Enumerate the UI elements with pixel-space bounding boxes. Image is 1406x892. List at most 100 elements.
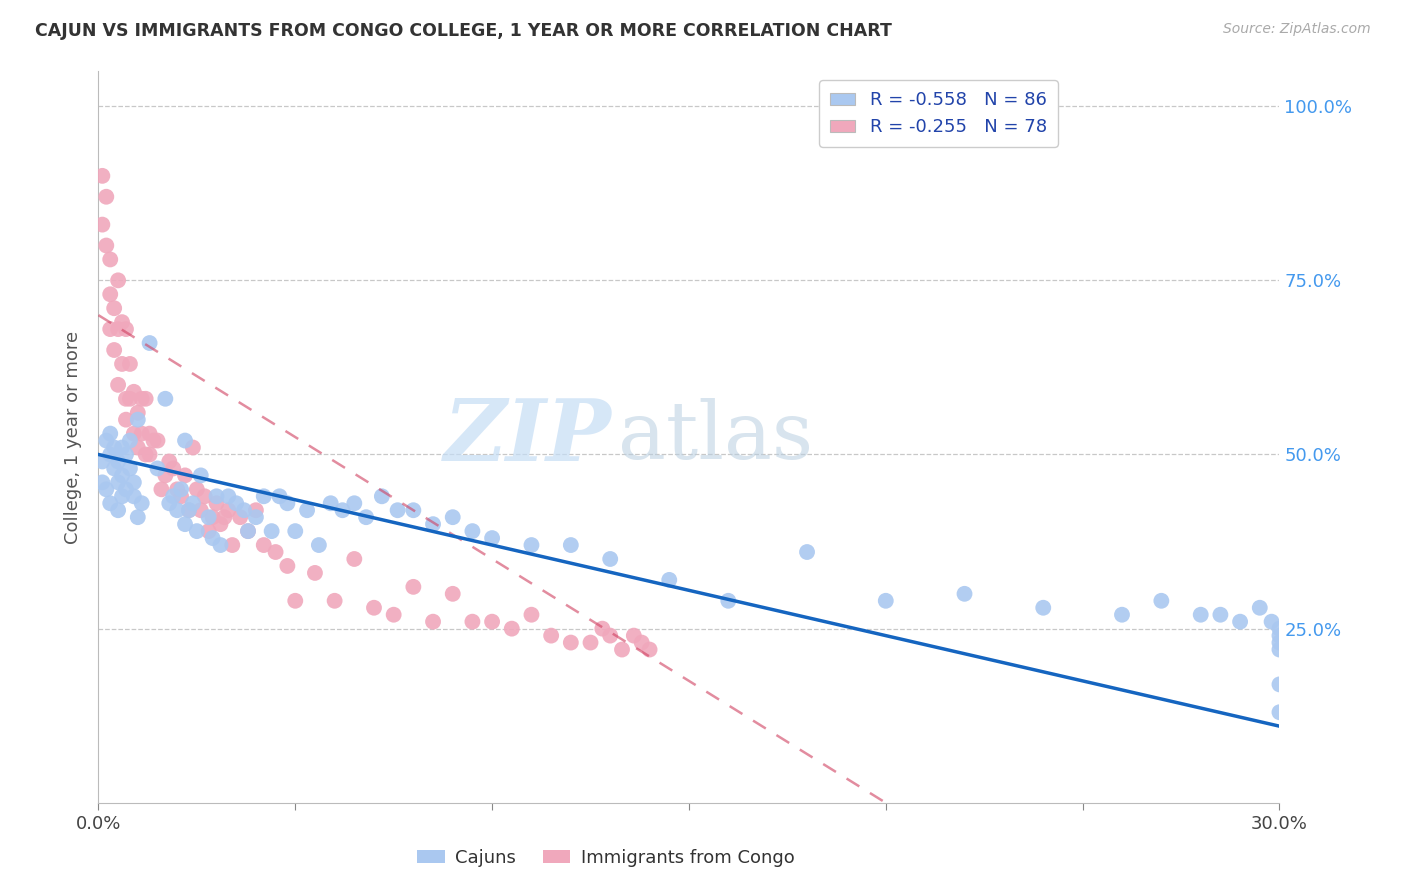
Point [560,538,582,552]
Point [157,496,180,510]
Point [91,218,114,232]
Point [225,496,247,510]
Point [197,510,219,524]
Point [170,489,193,503]
Point [481,531,503,545]
Point [181,496,204,510]
Point [343,496,366,510]
Point [1249,600,1271,615]
Point [209,517,232,532]
Point [201,510,224,524]
Point [131,392,153,406]
Point [162,489,184,503]
Point [284,594,307,608]
Point [166,503,188,517]
Legend: Cajuns, Immigrants from Congo: Cajuns, Immigrants from Congo [411,842,803,874]
Point [150,483,173,497]
Point [1032,600,1054,615]
Point [1268,642,1291,657]
Point [111,441,134,455]
Point [363,600,385,615]
Point [118,434,141,448]
Point [441,510,464,524]
Point [174,468,197,483]
Point [127,510,149,524]
Point [131,426,153,441]
Point [135,392,157,406]
Text: CAJUN VS IMMIGRANTS FROM CONGO COLLEGE, 1 YEAR OR MORE CORRELATION CHART: CAJUN VS IMMIGRANTS FROM CONGO COLLEGE, … [35,22,891,40]
Point [103,301,125,316]
Point [155,392,177,406]
Point [1209,607,1232,622]
Point [96,238,118,252]
Point [461,524,484,538]
Point [1229,615,1251,629]
Point [501,622,523,636]
Point [1268,677,1291,691]
Point [264,545,287,559]
Point [155,468,177,483]
Point [181,441,204,455]
Point [343,552,366,566]
Text: ZIP: ZIP [444,395,612,479]
Point [658,573,681,587]
Point [520,538,543,552]
Point [236,524,259,538]
Point [205,489,228,503]
Point [953,587,976,601]
Point [146,434,169,448]
Point [599,629,621,643]
Point [276,496,298,510]
Point [387,503,409,517]
Point [560,635,582,649]
Point [1268,629,1291,643]
Point [98,426,121,441]
Point [354,510,377,524]
Point [118,461,141,475]
Point [122,489,145,503]
Point [796,545,818,559]
Point [422,517,444,532]
Point [122,426,145,441]
Point [205,496,228,510]
Point [217,489,239,503]
Point [1111,607,1133,622]
Point [194,489,217,503]
Point [142,434,165,448]
Point [111,468,134,483]
Point [127,412,149,426]
Point [107,377,129,392]
Point [1268,635,1291,649]
Point [98,496,121,510]
Point [217,503,239,517]
Point [253,489,276,503]
Point [118,392,141,406]
Point [610,642,633,657]
Point [174,434,197,448]
Point [295,503,318,517]
Point [115,322,138,336]
Point [103,343,125,357]
Point [269,489,291,503]
Point [138,448,160,462]
Point [308,538,330,552]
Point [422,615,444,629]
Point [115,392,138,406]
Point [201,531,224,545]
Point [319,496,342,510]
Point [253,538,276,552]
Point [91,169,114,183]
Text: Source: ZipAtlas.com: Source: ZipAtlas.com [1223,22,1371,37]
Point [138,336,160,351]
Point [115,412,138,426]
Point [441,587,464,601]
Point [131,496,153,510]
Point [1260,615,1282,629]
Point [177,503,200,517]
Point [1189,607,1212,622]
Point [221,538,243,552]
Point [118,357,141,371]
Point [540,629,562,643]
Point [107,503,129,517]
Point [209,538,232,552]
